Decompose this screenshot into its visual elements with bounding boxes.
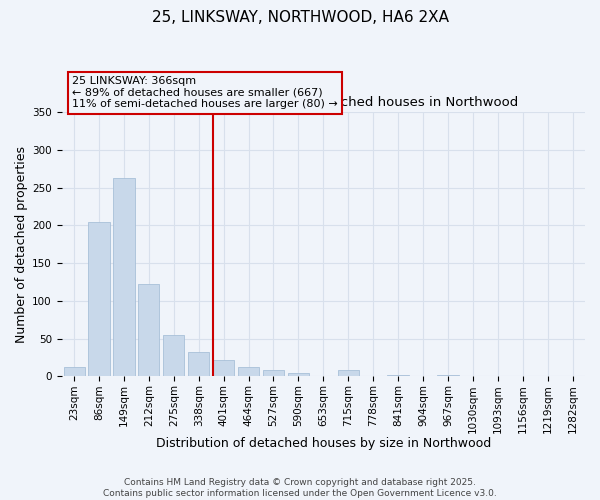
Title: Size of property relative to detached houses in Northwood: Size of property relative to detached ho… <box>128 96 518 110</box>
Text: 25, LINKSWAY, NORTHWOOD, HA6 2XA: 25, LINKSWAY, NORTHWOOD, HA6 2XA <box>151 10 449 25</box>
Bar <box>238 368 259 376</box>
Bar <box>138 284 160 376</box>
Bar <box>163 335 184 376</box>
Bar <box>88 222 110 376</box>
Bar <box>288 372 309 376</box>
Text: Contains HM Land Registry data © Crown copyright and database right 2025.
Contai: Contains HM Land Registry data © Crown c… <box>103 478 497 498</box>
Bar <box>263 370 284 376</box>
Y-axis label: Number of detached properties: Number of detached properties <box>15 146 28 342</box>
Bar <box>64 368 85 376</box>
Text: 25 LINKSWAY: 366sqm
← 89% of detached houses are smaller (667)
11% of semi-detac: 25 LINKSWAY: 366sqm ← 89% of detached ho… <box>72 76 338 110</box>
Bar <box>437 375 458 376</box>
Bar <box>338 370 359 376</box>
Bar <box>113 178 134 376</box>
Bar <box>213 360 234 376</box>
Bar <box>188 352 209 376</box>
X-axis label: Distribution of detached houses by size in Northwood: Distribution of detached houses by size … <box>155 437 491 450</box>
Bar <box>388 375 409 376</box>
